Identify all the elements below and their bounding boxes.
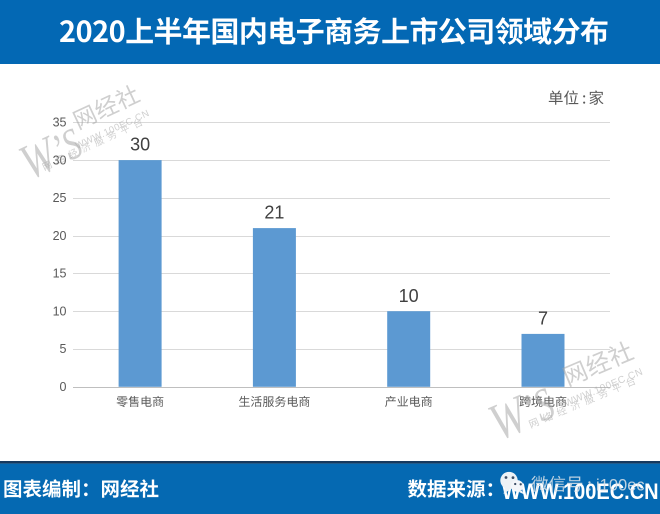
svg-text:i100ec: i100ec bbox=[596, 477, 645, 495]
svg-text:21: 21 bbox=[264, 203, 284, 223]
svg-text:5: 5 bbox=[60, 342, 67, 356]
svg-text:10: 10 bbox=[399, 286, 419, 306]
svg-text:25: 25 bbox=[53, 191, 67, 205]
svg-text:0: 0 bbox=[60, 380, 67, 394]
svg-text:20: 20 bbox=[53, 229, 67, 243]
svg-text:7: 7 bbox=[538, 309, 548, 329]
svg-text:15: 15 bbox=[53, 267, 67, 281]
svg-text:30: 30 bbox=[130, 135, 150, 155]
svg-text:10: 10 bbox=[53, 304, 67, 318]
